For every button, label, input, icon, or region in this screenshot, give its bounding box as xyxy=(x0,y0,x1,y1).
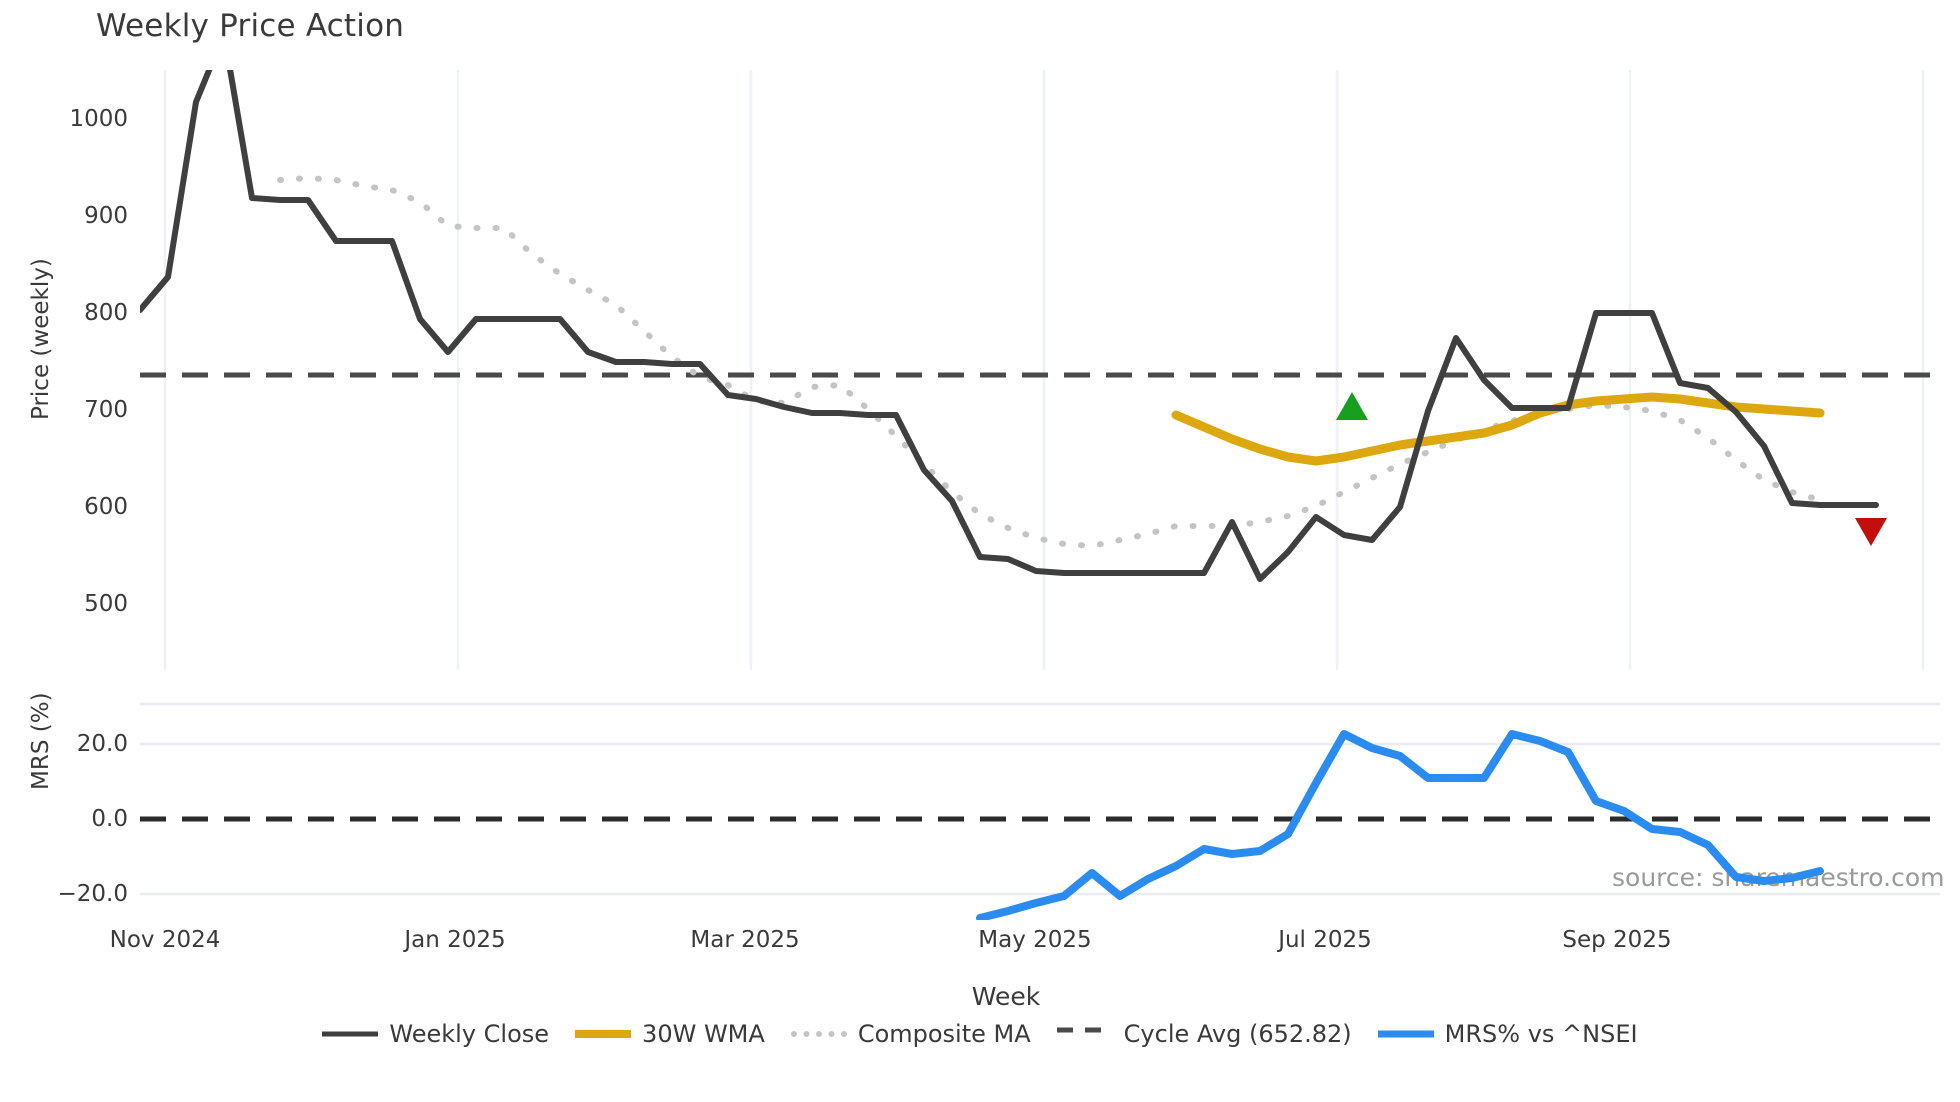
x-tick-2: Mar 2025 xyxy=(690,927,800,953)
legend-label-composite-ma: Composite MA xyxy=(857,1020,1031,1048)
legend-label-mrs: MRS% vs ^NSEI xyxy=(1444,1020,1638,1048)
weekly-close-line xyxy=(140,70,1879,582)
legend-swatch-weekly-close xyxy=(322,1025,379,1043)
price-gridlines xyxy=(163,70,1925,670)
legend-label-wma: 30W WMA xyxy=(642,1020,765,1048)
legend-label-weekly-close: Weekly Close xyxy=(389,1020,550,1048)
buy-signal-marker xyxy=(1336,392,1368,420)
legend-dash-cycle-avg xyxy=(1056,1027,1113,1033)
legend-entry-composite-ma[interactable]: Composite MA xyxy=(790,1020,1031,1048)
y-tick-price-4: 600 xyxy=(84,494,128,520)
legend-entry-weekly-close[interactable]: Weekly Close xyxy=(322,1020,549,1048)
chart-title: Weekly Price Action xyxy=(96,8,405,44)
composite-ma-line xyxy=(277,175,1823,549)
y-tick-price-5: 500 xyxy=(84,591,128,617)
legend-label-cycle-avg: Cycle Avg (652.82) xyxy=(1123,1020,1352,1048)
legend-swatch-composite-ma xyxy=(790,1025,847,1043)
y-tick-price-0: 1000 xyxy=(69,106,128,132)
mrs-line xyxy=(976,730,1824,920)
x-axis-label: Week xyxy=(971,982,1041,1011)
legend-swatch-wma xyxy=(575,1025,632,1043)
mrs-panel-plot xyxy=(140,702,1940,920)
legend-swatch-mrs xyxy=(1377,1025,1434,1043)
x-tick-0: Nov 2024 xyxy=(109,927,221,953)
legend-entry-wma[interactable]: 30W WMA xyxy=(575,1020,765,1048)
y-tick-mrs-1: 0.0 xyxy=(91,806,128,832)
mrs-gridlines xyxy=(140,702,1940,896)
chart-legend: Weekly Close 30W WMA Composite MA Cycle … xyxy=(0,1020,1960,1048)
legend-entry-mrs[interactable]: MRS% vs ^NSEI xyxy=(1377,1020,1638,1048)
legend-swatch-cycle-avg xyxy=(1056,1025,1113,1043)
x-tick-1: Jan 2025 xyxy=(404,927,506,953)
sell-signal-marker xyxy=(1855,518,1887,546)
y-tick-mrs-2: −20.0 xyxy=(57,881,128,907)
y-tick-price-1: 900 xyxy=(84,203,128,229)
y-tick-mrs-0: 20.0 xyxy=(76,731,128,757)
wma-line xyxy=(1171,392,1825,466)
y-tick-price-3: 700 xyxy=(84,397,128,423)
x-tick-5: Sep 2025 xyxy=(1562,927,1672,953)
price-y-axis-label: Price (weekly) xyxy=(28,258,54,420)
price-panel-plot xyxy=(140,70,1940,670)
x-tick-4: Jul 2025 xyxy=(1278,927,1372,953)
y-tick-price-2: 800 xyxy=(84,300,128,326)
x-tick-3: May 2025 xyxy=(978,927,1092,953)
legend-entry-cycle-avg[interactable]: Cycle Avg (652.82) xyxy=(1056,1020,1352,1048)
